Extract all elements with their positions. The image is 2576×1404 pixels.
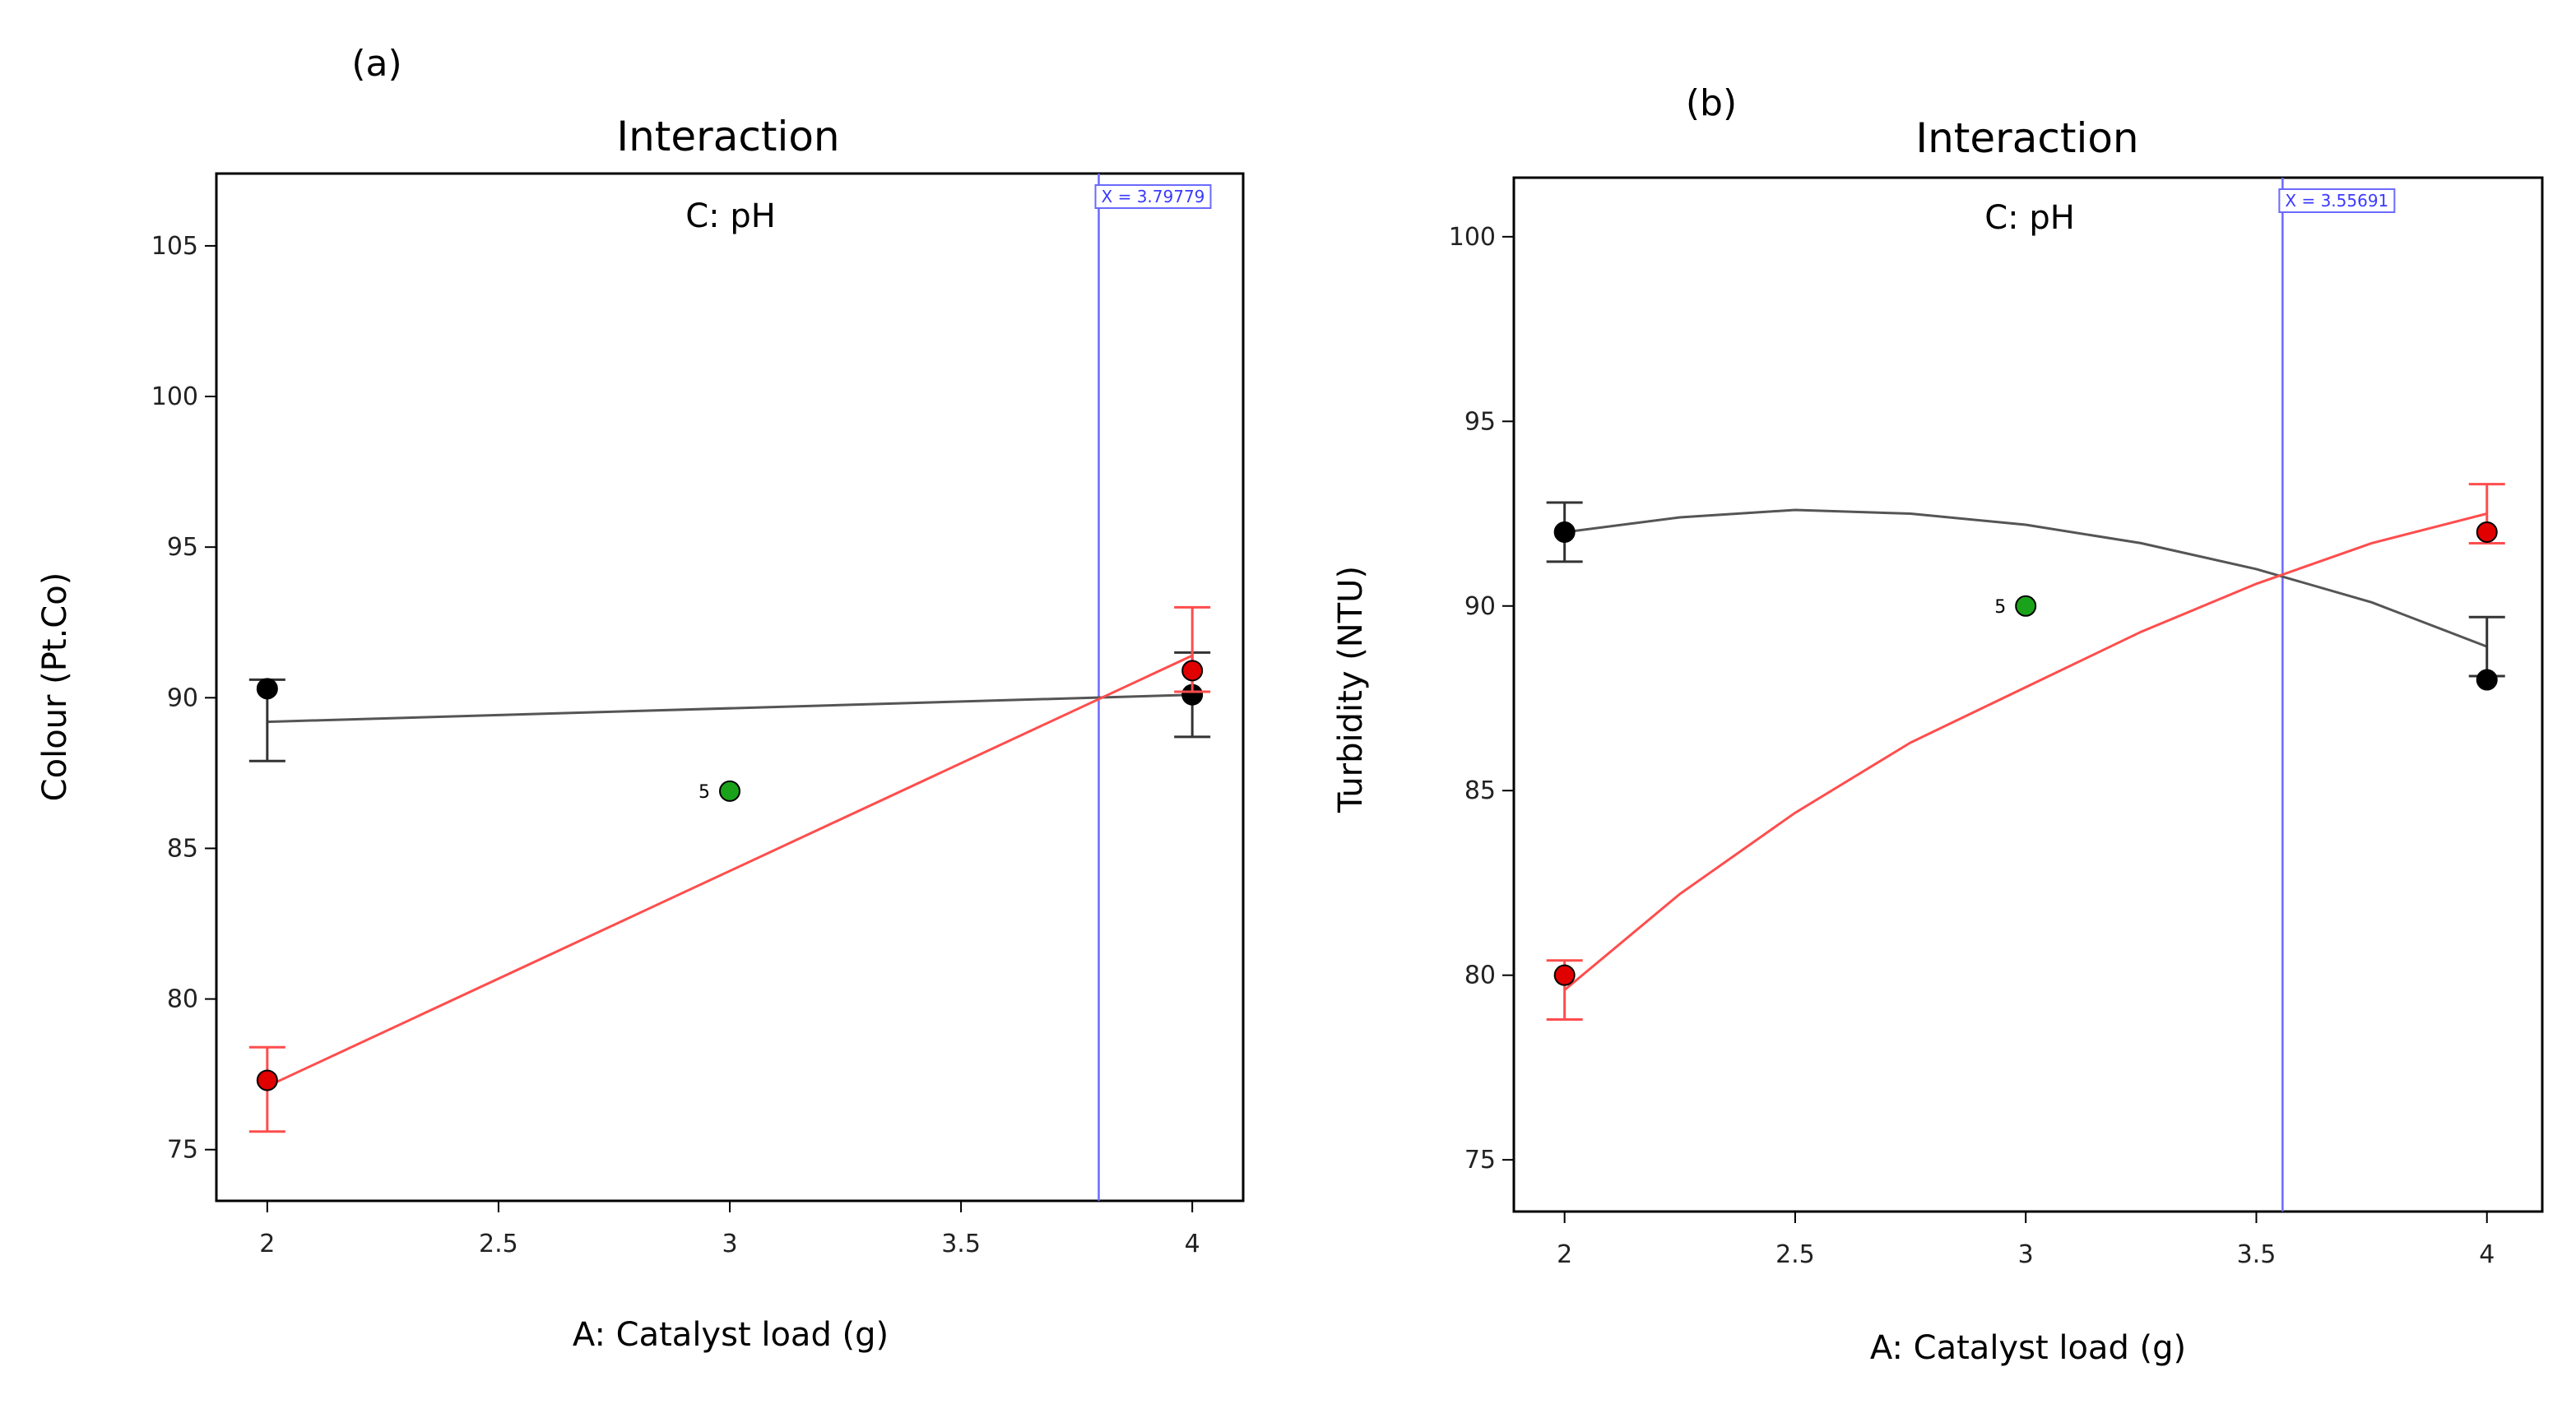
panel-b: (b) Interaction C: pH 75 80 85 90 95 100 2 2.5 3… [1332, 82, 2544, 1367]
x-axis-label-b: A: Catalyst load (g) [1870, 1329, 2186, 1367]
axis-ticks-b: 75 80 85 90 95 100 2 2.5 3 3.5 4 [1449, 223, 2495, 1269]
panel-label-a: (a) [351, 43, 401, 85]
x-tick-label-b-4: 4 [2479, 1240, 2495, 1269]
y-tick-label-a-80: 80 [167, 985, 198, 1014]
factor-label-b: C: pH [1984, 199, 2075, 237]
plot-frame-a [215, 172, 1245, 1202]
data-point-b-black-4[interactable] [2476, 669, 2498, 691]
series-line-b-black [1564, 508, 2488, 648]
chart-title-b: Interaction [1915, 114, 2138, 162]
center-point-b[interactable] [2015, 595, 2037, 617]
x-tick-label-b-2.5: 2.5 [1775, 1240, 1815, 1269]
crosshair-label-b: X = 3.55691 [2285, 191, 2388, 211]
y-tick-label-a-90: 90 [167, 683, 198, 712]
y-tick-label-b-75: 75 [1464, 1146, 1496, 1175]
series-group-a: X = 3.79779 5 [248, 174, 1212, 1201]
x-tick-label-a-2.5: 2.5 [479, 1230, 518, 1258]
x-axis-label-a: A: Catalyst load (g) [573, 1316, 889, 1354]
x-tick-label-a-2: 2 [259, 1230, 275, 1258]
data-point-b-red-2[interactable] [1553, 964, 1576, 986]
error-bar-b-black-4 [2468, 615, 2505, 678]
data-point-b-black-2[interactable] [1553, 521, 1576, 543]
panel-label-b: (b) [1686, 82, 1737, 124]
plot-frame-b [1512, 176, 2544, 1213]
y-tick-label-b-90: 90 [1464, 592, 1496, 621]
data-point-a-black-2[interactable] [256, 678, 278, 700]
x-tick-label-b-3.5: 3.5 [2237, 1240, 2277, 1269]
center-point-a[interactable] [719, 780, 740, 802]
series-group-b: X = 3.55691 5 [1546, 178, 2505, 1212]
y-tick-label-b-100: 100 [1449, 223, 1496, 252]
y-tick-label-b-95: 95 [1464, 407, 1496, 436]
data-point-b-red-4[interactable] [2476, 521, 2498, 543]
y-tick-label-a-100: 100 [151, 382, 198, 411]
x-tick-label-a-4: 4 [1185, 1230, 1200, 1258]
axis-ticks-a: 75 80 85 90 95 100 105 2 2.5 3 3.5 4 [151, 232, 1200, 1258]
crosshair-box-b [2278, 188, 2396, 213]
y-axis-label-b: Turbidity (NTU) [1332, 566, 1370, 813]
center-point-label-b: 5 [1994, 597, 2006, 618]
y-tick-label-a-105: 105 [151, 232, 198, 261]
series-line-a-red [267, 654, 1193, 1088]
y-tick-label-a-95: 95 [167, 533, 198, 562]
factor-label-a: C: pH [685, 197, 776, 235]
x-tick-label-a-3.5: 3.5 [941, 1230, 981, 1258]
series-line-b-red [1563, 512, 2488, 991]
data-point-a-red-4[interactable] [1181, 660, 1204, 682]
chart-title-a: Interaction [616, 113, 839, 160]
panel-a: (a) Interaction C: pH 75 80 85 90 95 100 105 2 2… [36, 43, 1245, 1354]
y-tick-label-b-80: 80 [1464, 961, 1496, 990]
x-tick-label-b-3: 3 [2018, 1240, 2034, 1269]
y-tick-label-a-75: 75 [167, 1136, 198, 1165]
y-tick-label-a-85: 85 [167, 834, 198, 863]
x-tick-label-b-2: 2 [1557, 1240, 1572, 1269]
crosshair-box-a [1094, 184, 1212, 209]
center-point-label-a: 5 [699, 782, 710, 803]
y-axis-label-a: Colour (Pt.Co) [36, 572, 74, 802]
y-tick-label-b-85: 85 [1464, 776, 1496, 805]
x-tick-label-a-3: 3 [722, 1230, 737, 1258]
data-point-a-red-2[interactable] [256, 1069, 278, 1091]
series-line-a-black [267, 693, 1193, 724]
crosshair-label-a: X = 3.79779 [1102, 187, 1205, 206]
